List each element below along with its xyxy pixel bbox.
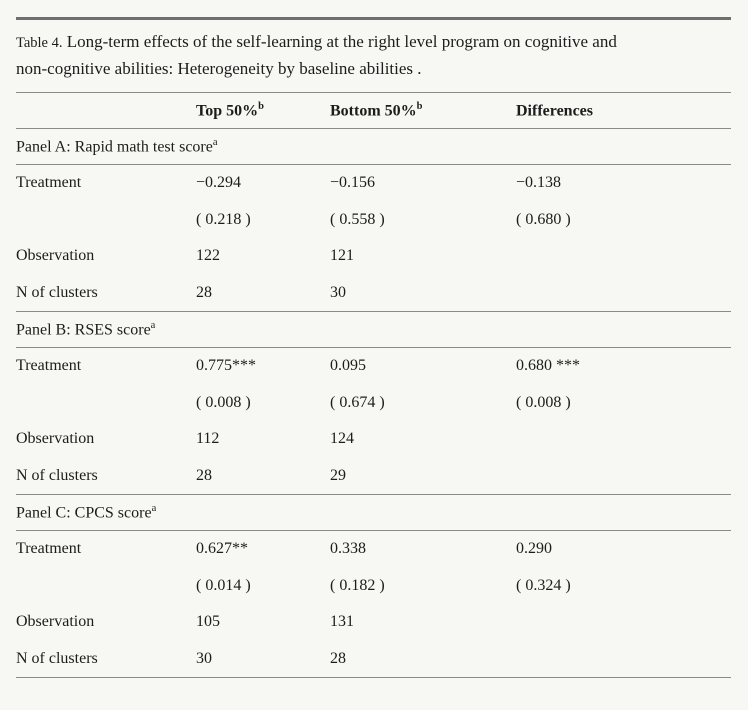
panel-title-superscript: a bbox=[212, 136, 218, 148]
panel-title: Panel B: RSES scorea bbox=[16, 319, 156, 339]
column-header-label: Bottom 50% bbox=[330, 102, 417, 120]
table-row: Treatment −0.294 −0.156 −0.138 bbox=[16, 165, 731, 202]
cell-bottom-50: 29 bbox=[330, 466, 346, 484]
column-header-label: Differences bbox=[516, 102, 593, 120]
panel-rows: Treatment −0.294 −0.156 −0.138 ( 0.218 )… bbox=[16, 165, 731, 311]
cell-top-50: 28 bbox=[196, 283, 212, 301]
panel-bottom-rule bbox=[16, 677, 731, 678]
cell-bottom-50: 131 bbox=[330, 613, 354, 631]
table-row: N of clusters 28 29 bbox=[16, 458, 731, 495]
cell-top-50: ( 0.014 ) bbox=[196, 576, 251, 594]
row-label: Treatment bbox=[16, 540, 82, 558]
table-panel: Panel A: Rapid math test scorea Treatmen… bbox=[16, 129, 731, 312]
cell-differences: −0.138 bbox=[516, 174, 562, 192]
caption-line-2: non-cognitive abilities: Heterogeneity b… bbox=[16, 59, 422, 78]
panel-title-row: Panel A: Rapid math test scorea bbox=[16, 129, 731, 164]
table-caption: Table 4. Long-term effects of the self-l… bbox=[16, 20, 731, 92]
cell-bottom-50: 0.338 bbox=[330, 540, 366, 558]
cell-differences: 0.290 bbox=[516, 540, 552, 558]
cell-bottom-50: 124 bbox=[330, 430, 354, 448]
column-header-top-50: Top 50%b bbox=[196, 101, 330, 120]
panel-rows: Treatment 0.627** 0.338 0.290 ( 0.014 ) … bbox=[16, 531, 731, 677]
caption-text-part-1: Long-term effects of the self-learning a… bbox=[66, 32, 617, 51]
cell-differences: ( 0.680 ) bbox=[516, 210, 571, 228]
cell-top-50: ( 0.008 ) bbox=[196, 393, 251, 411]
table-row: N of clusters 30 28 bbox=[16, 641, 731, 678]
panel-title-rule bbox=[16, 530, 731, 531]
column-header-superscript: b bbox=[416, 100, 423, 112]
cell-bottom-50: 28 bbox=[330, 649, 346, 667]
row-label: Treatment bbox=[16, 174, 82, 192]
cell-bottom-50: ( 0.674 ) bbox=[330, 393, 385, 411]
panel-title-superscript: a bbox=[151, 502, 157, 514]
cell-top-50: 122 bbox=[196, 247, 220, 265]
table-row: ( 0.008 ) ( 0.674 ) ( 0.008 ) bbox=[16, 385, 731, 422]
cell-top-50: 0.627** bbox=[196, 540, 248, 558]
column-header-label: Top 50% bbox=[196, 102, 259, 120]
cell-top-50: 0.775*** bbox=[196, 357, 256, 375]
table-number-label: Table 4. bbox=[16, 35, 63, 51]
table-row: N of clusters 28 30 bbox=[16, 275, 731, 312]
cell-top-50: 28 bbox=[196, 466, 212, 484]
cell-differences: ( 0.008 ) bbox=[516, 393, 571, 411]
header-bottom-rule bbox=[16, 128, 731, 129]
table-row: Observation 122 121 bbox=[16, 238, 731, 275]
row-label: N of clusters bbox=[16, 649, 98, 667]
column-header-bottom-50: Bottom 50%b bbox=[330, 101, 516, 120]
cell-top-50: 105 bbox=[196, 613, 220, 631]
cell-bottom-50: ( 0.182 ) bbox=[330, 576, 385, 594]
panel-title-row: Panel C: CPCS scorea bbox=[16, 495, 731, 530]
cell-top-50: −0.294 bbox=[196, 174, 242, 192]
table-row: Observation 112 124 bbox=[16, 421, 731, 458]
cell-top-50: 112 bbox=[196, 430, 220, 448]
cell-differences: ( 0.324 ) bbox=[516, 576, 571, 594]
cell-bottom-50: 121 bbox=[330, 247, 354, 265]
panel-bottom-rule bbox=[16, 311, 731, 312]
table-panels: Panel A: Rapid math test scorea Treatmen… bbox=[16, 129, 731, 678]
column-header-differences: Differences bbox=[516, 101, 731, 120]
cell-top-50: 30 bbox=[196, 649, 212, 667]
panel-title-rule bbox=[16, 164, 731, 165]
table-row: Observation 105 131 bbox=[16, 604, 731, 641]
panel-title: Panel A: Rapid math test scorea bbox=[16, 136, 218, 156]
cell-bottom-50: −0.156 bbox=[330, 174, 376, 192]
panel-title: Panel C: CPCS scorea bbox=[16, 502, 157, 522]
row-label: Observation bbox=[16, 430, 95, 448]
panel-title-superscript: a bbox=[150, 319, 156, 331]
table-panel: Panel B: RSES scorea Treatment 0.775*** … bbox=[16, 312, 731, 495]
table-top-rule bbox=[16, 17, 731, 20]
table-row: ( 0.218 ) ( 0.558 ) ( 0.680 ) bbox=[16, 202, 731, 239]
row-label: Treatment bbox=[16, 357, 82, 375]
column-header-superscript: b bbox=[258, 100, 264, 112]
panel-title-rule bbox=[16, 347, 731, 348]
caption-line-1: Table 4. Long-term effects of the self-l… bbox=[16, 29, 731, 56]
row-label: N of clusters bbox=[16, 283, 98, 301]
row-label: Observation bbox=[16, 613, 95, 631]
cell-differences: 0.680 *** bbox=[516, 357, 580, 375]
panel-title-row: Panel B: RSES scorea bbox=[16, 312, 731, 347]
panel-rows: Treatment 0.775*** 0.095 0.680 *** ( 0.0… bbox=[16, 348, 731, 494]
cell-bottom-50: 0.095 bbox=[330, 357, 366, 375]
header-top-rule bbox=[16, 92, 731, 93]
table-row: Treatment 0.627** 0.338 0.290 bbox=[16, 531, 731, 568]
table-row: ( 0.014 ) ( 0.182 ) ( 0.324 ) bbox=[16, 568, 731, 605]
cell-bottom-50: ( 0.558 ) bbox=[330, 210, 385, 228]
cell-bottom-50: 30 bbox=[330, 283, 346, 301]
row-label: Observation bbox=[16, 247, 95, 265]
table-panel: Panel C: CPCS scorea Treatment 0.627** 0… bbox=[16, 495, 731, 678]
column-header-row: Top 50%b Bottom 50%b Differences bbox=[16, 93, 731, 128]
panel-bottom-rule bbox=[16, 494, 731, 495]
cell-top-50: ( 0.218 ) bbox=[196, 210, 251, 228]
table-row: Treatment 0.775*** 0.095 0.680 *** bbox=[16, 348, 731, 385]
table-4-block: Table 4. Long-term effects of the self-l… bbox=[16, 17, 731, 678]
row-label: N of clusters bbox=[16, 466, 98, 484]
